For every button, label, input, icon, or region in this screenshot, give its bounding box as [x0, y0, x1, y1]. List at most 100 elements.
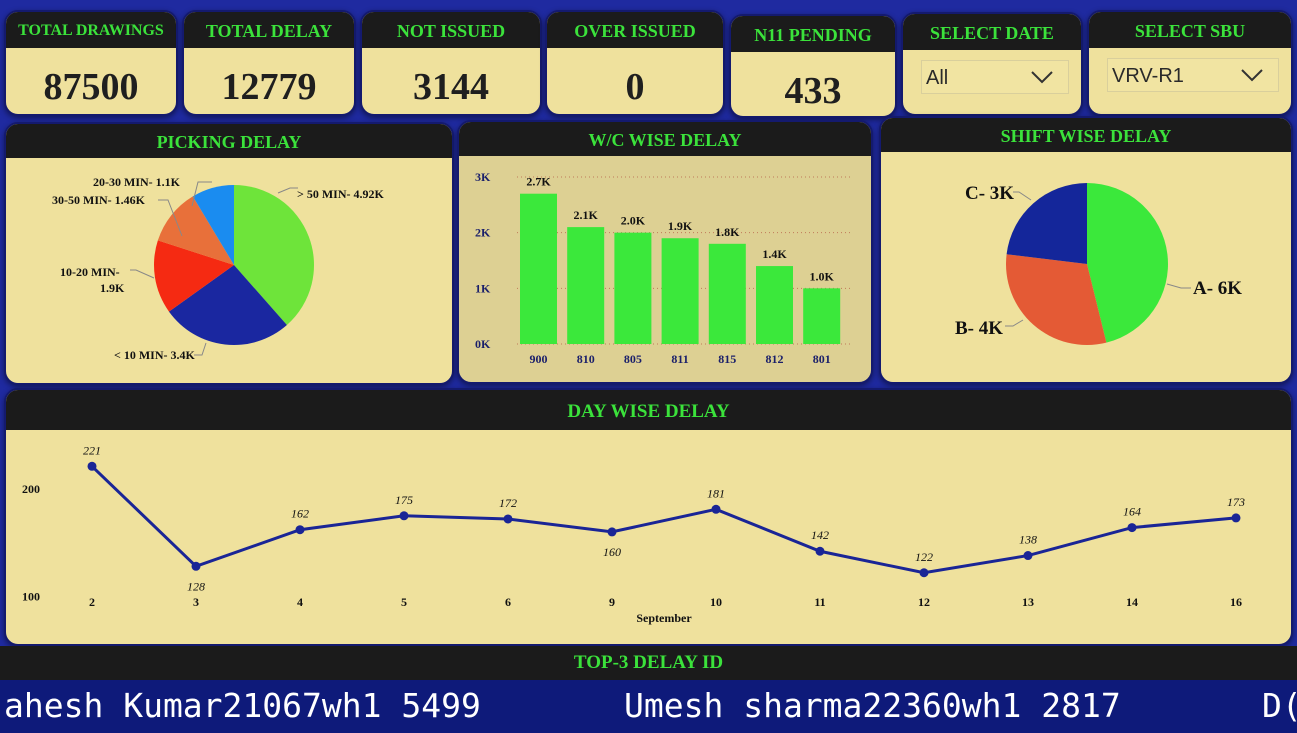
point-data-label: 142 — [811, 528, 829, 542]
point-data-label: 181 — [707, 486, 725, 500]
kpi-value: 3144 — [413, 66, 489, 108]
data-point[interactable] — [503, 514, 513, 524]
x-axis-title: September — [636, 611, 692, 625]
point-data-label: 138 — [1019, 533, 1037, 547]
y-tick-label: 200 — [22, 482, 40, 496]
data-point[interactable] — [1023, 551, 1033, 561]
x-tick-label: 13 — [1022, 595, 1034, 609]
x-tick-label: 2 — [89, 595, 95, 609]
bar[interactable] — [614, 232, 652, 344]
data-point[interactable] — [87, 461, 97, 471]
kpi-value: 87500 — [43, 66, 139, 108]
y-tick-label: 3K — [475, 170, 491, 184]
x-tick-label: 11 — [814, 595, 825, 609]
filter-date: SELECT DATE All — [901, 12, 1083, 116]
bar[interactable] — [708, 243, 746, 344]
picking-slice-4[interactable] — [192, 185, 234, 265]
sbu-select-value: VRV-R1 — [1112, 65, 1184, 87]
picking-delay-card: PICKING DELAY > 50 MIN- 4.92K 20-30 MIN-… — [4, 122, 454, 385]
shift-label-c: C- 3K — [965, 183, 1014, 204]
ticker-item: Umesh sharma22360wh1 2817 — [624, 686, 1121, 725]
shift-delay-card: SHIFT WISE DELAY A- 6K C- 3K B- 4K — [879, 116, 1293, 384]
wc-delay-title: W/C WISE DELAY — [459, 122, 871, 156]
data-point[interactable] — [191, 561, 201, 571]
point-data-label: 162 — [291, 507, 309, 521]
x-tick-label: 815 — [718, 352, 736, 366]
point-data-label: 164 — [1123, 505, 1141, 519]
picking-label: 1.9K — [100, 281, 125, 295]
point-data-label: 175 — [395, 493, 413, 507]
date-select-value: All — [926, 67, 949, 89]
bar[interactable] — [520, 193, 557, 344]
x-tick-label: 812 — [766, 352, 784, 366]
x-tick-label: 900 — [530, 352, 548, 366]
data-point[interactable] — [711, 504, 721, 514]
bar[interactable] — [803, 288, 841, 344]
data-point[interactable] — [815, 546, 825, 556]
data-point[interactable] — [1127, 523, 1137, 533]
kpi-label: N11 PENDING — [731, 16, 895, 52]
point-data-label: 128 — [187, 579, 205, 593]
chevron-down-icon — [1241, 69, 1263, 82]
data-point[interactable] — [295, 525, 305, 535]
top3-title: TOP-3 DELAY ID — [0, 646, 1297, 680]
ticker-item: ahesh Kumar21067wh1 5499 — [4, 686, 481, 725]
picking-label: 20-30 MIN- 1.1K — [93, 175, 181, 189]
y-tick-label: 100 — [22, 589, 40, 603]
day-delay-title: DAY WISE DELAY — [6, 390, 1291, 430]
data-point[interactable] — [399, 511, 409, 521]
bar-data-label: 1.0K — [810, 269, 835, 283]
bar-data-label: 2.1K — [574, 208, 599, 222]
x-tick-label: 801 — [813, 352, 831, 366]
kpi-label: OVER ISSUED — [547, 12, 723, 48]
shift-delay-title: SHIFT WISE DELAY — [881, 118, 1291, 152]
y-tick-label: 1K — [475, 281, 491, 295]
data-point[interactable] — [607, 527, 617, 537]
x-tick-label: 805 — [624, 352, 642, 366]
kpi-label: TOTAL DELAY — [184, 12, 354, 48]
shift-slice-2[interactable] — [1006, 183, 1087, 264]
picking-label: 30-50 MIN- 1.46K — [52, 193, 146, 207]
picking-label: 10-20 MIN- — [60, 265, 120, 279]
y-tick-label: 0K — [475, 337, 491, 351]
kpi-not-issued: NOT ISSUED 3144 — [360, 10, 542, 116]
bar[interactable] — [661, 238, 699, 344]
bar-data-label: 1.4K — [762, 247, 787, 261]
bar[interactable] — [756, 266, 793, 344]
sbu-select[interactable]: VRV-R1 — [1107, 58, 1279, 92]
bar-data-label: 2.0K — [621, 214, 646, 228]
date-select[interactable]: All — [921, 60, 1069, 94]
day-delay-line — [90, 465, 1237, 575]
kpi-value: 433 — [784, 70, 842, 112]
point-data-label: 122 — [915, 550, 933, 564]
picking-slice-0[interactable] — [234, 185, 314, 326]
wc-delay-chart: 0K 1K 2K 3K 2.7K 900 2.1K 810 2.0K 805 1.9K 811 1.8K… — [475, 170, 853, 366]
bar-data-label: 2.7K — [526, 175, 551, 189]
kpi-label: NOT ISSUED — [362, 12, 540, 48]
x-tick-label: 16 — [1230, 595, 1242, 609]
data-point[interactable] — [1231, 513, 1241, 523]
kpi-n11-pending: N11 PENDING 433 — [729, 14, 897, 118]
shift-delay-chart: A- 6K C- 3K B- 4K — [955, 183, 1242, 345]
shift-slice-1[interactable] — [1006, 254, 1107, 345]
data-point[interactable] — [919, 568, 929, 578]
x-tick-label: 14 — [1126, 595, 1138, 609]
bar[interactable] — [567, 227, 605, 344]
shift-label-a: A- 6K — [1193, 278, 1242, 299]
picking-slice-3[interactable] — [157, 196, 234, 265]
x-tick-label: 10 — [710, 595, 722, 609]
x-tick-label: 810 — [577, 352, 595, 366]
filter-label: SELECT SBU — [1089, 12, 1291, 48]
filter-label: SELECT DATE — [903, 14, 1081, 50]
day-delay-card: DAY WISE DELAY 100 200 221 2 128 3 162 4 175 5 172… — [4, 388, 1293, 646]
picking-slice-2[interactable] — [154, 240, 234, 312]
x-tick-label: 9 — [609, 595, 615, 609]
kpi-value: 12779 — [221, 66, 317, 108]
day-delay-chart: 100 200 221 2 128 3 162 4 175 5 172 6 160 9 181 10 142 11… — [22, 443, 1245, 625]
kpi-over-issued: OVER ISSUED 0 — [545, 10, 725, 116]
shift-slice-0[interactable] — [1087, 183, 1168, 343]
filter-sbu: SELECT SBU VRV-R1 — [1087, 10, 1293, 116]
picking-slice-1[interactable] — [168, 265, 287, 345]
picking-label: > 50 MIN- 4.92K — [297, 187, 384, 201]
x-tick-label: 5 — [401, 595, 407, 609]
